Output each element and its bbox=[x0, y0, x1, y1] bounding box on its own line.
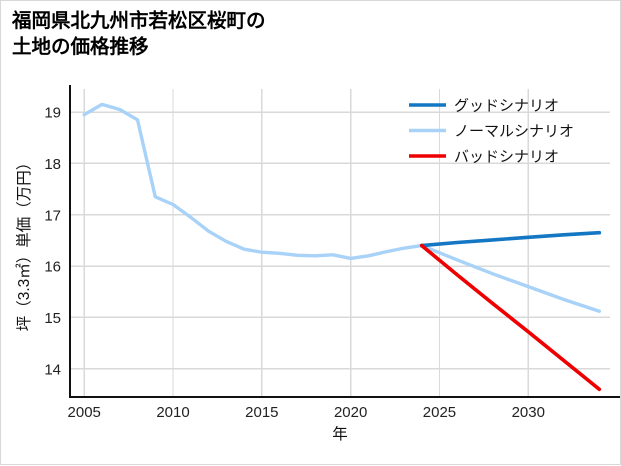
x-tick-label: 2015 bbox=[245, 404, 278, 421]
y-axis-title: 坪（3.3㎡）単価（万円） bbox=[15, 155, 33, 332]
x-tick-labels: 2005 2010 2015 2020 2025 2030 bbox=[68, 404, 545, 421]
series-line-good bbox=[419, 230, 602, 248]
legend-label-1: ノーマルシナリオ bbox=[454, 123, 574, 140]
x-axis-title: 年 bbox=[332, 425, 348, 443]
series-group bbox=[82, 102, 602, 392]
x-tick-label: 2005 bbox=[68, 404, 101, 421]
axes-group bbox=[68, 85, 620, 399]
y-tick-label: 18 bbox=[44, 156, 61, 173]
x-tick-label: 2020 bbox=[334, 404, 367, 421]
y-tick-label: 14 bbox=[44, 361, 61, 378]
x-tick-label: 2025 bbox=[423, 404, 456, 421]
series-line-bad bbox=[419, 243, 602, 392]
y-tick-label: 17 bbox=[44, 207, 61, 224]
y-tick-label: 19 bbox=[44, 105, 61, 122]
x-tick-label: 2030 bbox=[512, 404, 545, 421]
legend-label-0: グッドシナリオ bbox=[454, 98, 559, 115]
x-tick-label: 2010 bbox=[156, 404, 189, 421]
chart-title: 福岡県北九州市若松区桜町の 土地の価格推移 bbox=[12, 10, 266, 58]
legend-label-2: バッドシナリオ bbox=[454, 149, 559, 166]
y-tick-label: 15 bbox=[44, 310, 61, 327]
y-tick-labels: 14 15 16 17 18 19 bbox=[44, 105, 61, 379]
y-tick-label: 16 bbox=[44, 259, 61, 276]
series-line-normal bbox=[82, 102, 602, 313]
